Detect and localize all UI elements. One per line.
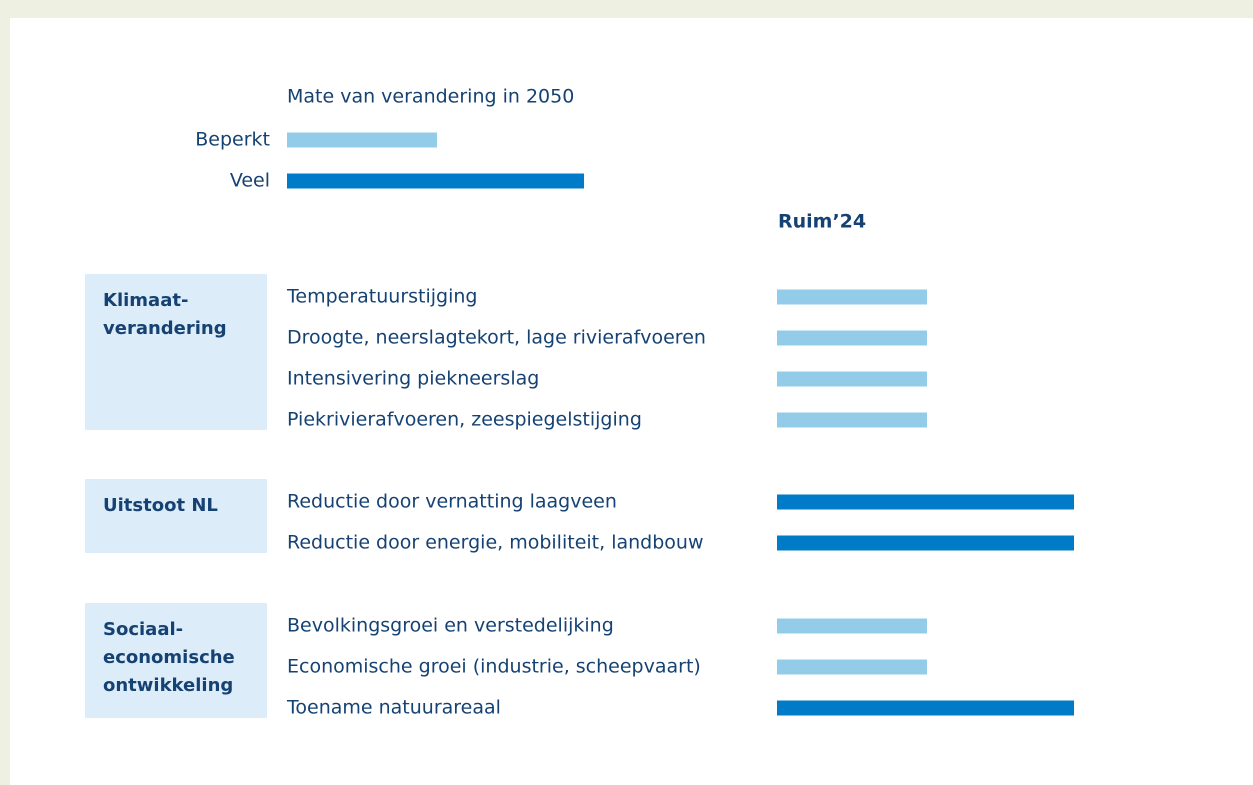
level-bar [777,412,927,428]
level-bar [777,618,927,634]
level-bar [777,700,1074,716]
column-header: Ruim’24 [778,211,866,233]
level-bar [777,289,927,305]
group-label: verandering [103,318,227,339]
item-label: Piekrivierafvoeren, zeespiegelstijging [287,409,642,431]
item-label: Reductie door vernatting laagveen [287,491,617,513]
group-label: Uitstoot NL [103,495,218,516]
group-label: Klimaat- [103,290,188,311]
group-box [85,479,267,553]
legend-bar [287,132,437,148]
level-bar [777,535,1074,551]
group-label: Sociaal- [103,619,183,640]
legend-title: Mate van verandering in 2050 [287,86,574,108]
item-label: Toename natuurareaal [286,697,501,719]
item-label: Reductie door energie, mobiliteit, landb… [287,532,703,554]
item-label: Economische groei (industrie, scheepvaar… [287,656,701,678]
legend-label: Beperkt [195,129,270,151]
level-bar [777,494,1074,510]
group-label: ontwikkeling [103,675,233,696]
group-box [85,603,267,718]
level-bar [777,659,927,675]
legend-bar [287,173,584,189]
level-bar [777,330,927,346]
legend-label: Veel [230,170,270,192]
level-bar [777,371,927,387]
item-label: Bevolkingsgroei en verstedelijking [287,615,614,637]
group-label: economische [103,647,235,668]
item-label: Intensivering piekneerslag [287,368,539,390]
item-label: Temperatuurstijging [286,286,477,308]
group-box [85,274,267,430]
item-label: Droogte, neerslagtekort, lage rivierafvo… [287,327,706,349]
